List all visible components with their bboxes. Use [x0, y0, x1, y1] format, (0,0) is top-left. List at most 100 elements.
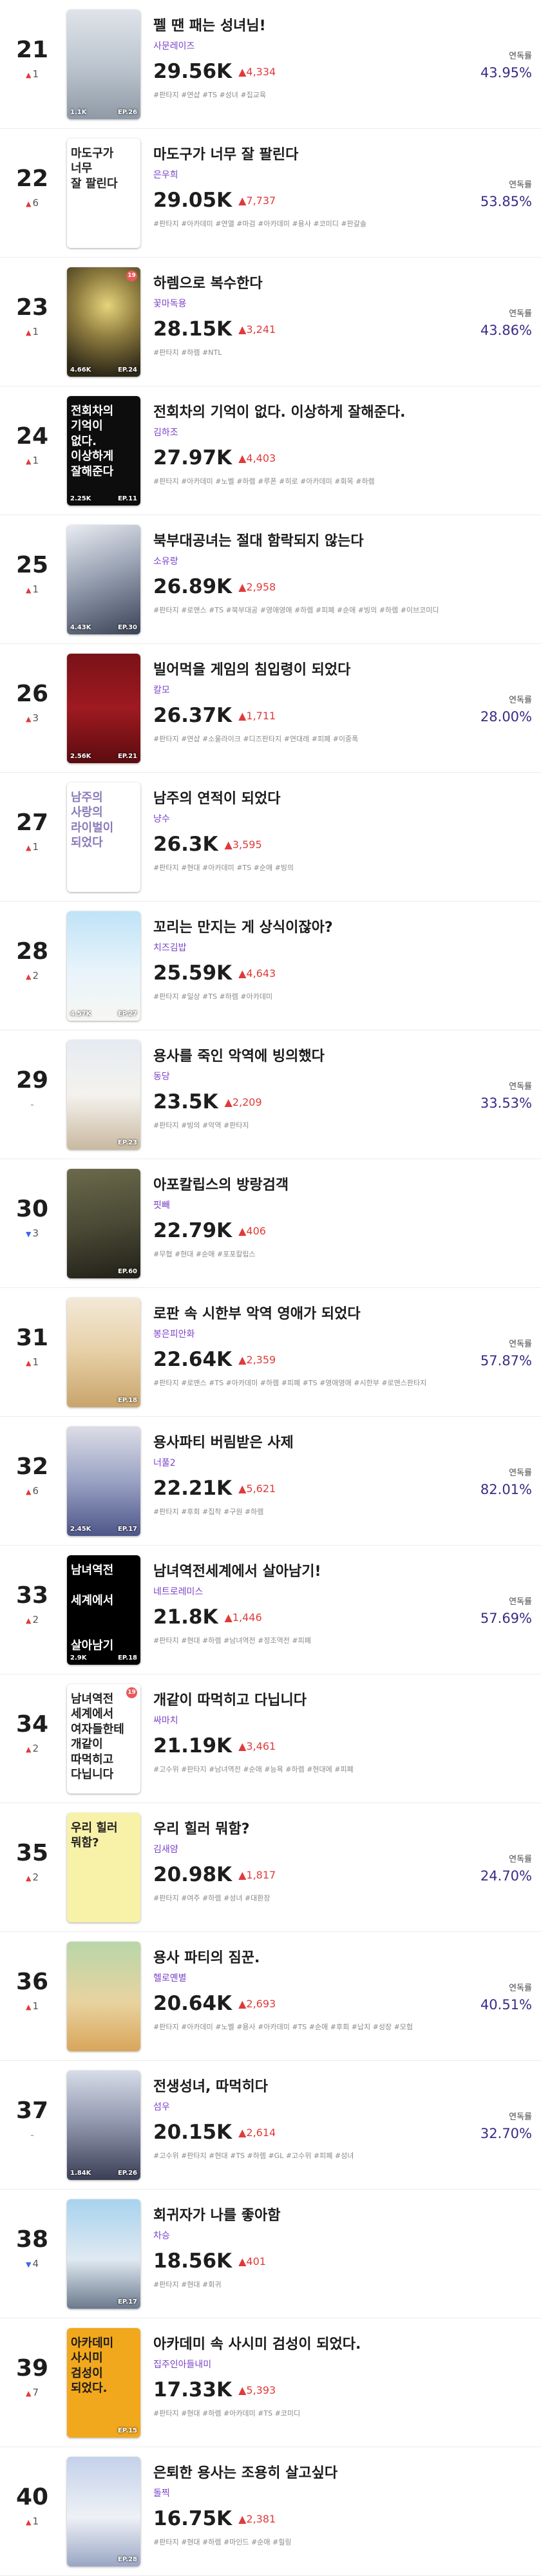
novel-title[interactable]: 로판 속 시한부 악역 영애가 되었다 [153, 1306, 361, 1322]
novel-title[interactable]: 펠 땐 패는 성녀님! [153, 18, 266, 34]
novel-title[interactable]: 은퇴한 용사는 조용히 살고싶다 [153, 2465, 338, 2481]
ranking-row[interactable]: 30 ▼ 3 EP.60 아포칼립스의 방랑검객 핏빼 22.79K ▲406 #무… [0, 1159, 541, 1288]
novel-title[interactable]: 전회차의 기억이 없다. 이상하게 잘해준다. [153, 404, 406, 421]
novel-info: 북부대공녀는 절대 함락되지 않는다 소유랑 26.89K ▲2,958 #판타지… [153, 529, 456, 615]
novel-title[interactable]: 아카데미 속 사시미 검성이 되었다. [153, 2336, 361, 2353]
novel-author[interactable]: 네트로레미스 [153, 1587, 204, 1597]
ranking-row[interactable]: 29 - EP.23 용사를 죽인 악역에 빙의했다 동당 23.5K ▲2,20… [0, 1030, 541, 1159]
ranking-row[interactable]: 37 - 1.84K EP.26 전생성녀, 따먹히다 섬우 20.15K ▲2,… [0, 2061, 541, 2190]
novel-title[interactable]: 용사 파티의 짐꾼. [153, 1950, 260, 1966]
cover-thumbnail[interactable]: EP.18 [67, 1298, 140, 1407]
ranking-row[interactable]: 32 ▲ 6 2.45K EP.17 용사파티 버림받은 사제 너풀2 22.21… [0, 1417, 541, 1546]
novel-title[interactable]: 아포칼립스의 방랑검객 [153, 1177, 289, 1193]
novel-author[interactable]: 꽃마독용 [153, 299, 187, 309]
cover-thumbnail[interactable]: EP.60 [67, 1169, 140, 1278]
cover-view-count: 4.66K [70, 366, 91, 374]
rank-change-value: 1 [32, 2000, 39, 2012]
novel-author[interactable]: 차승 [153, 2231, 170, 2241]
novel-author[interactable]: 소유랑 [153, 556, 178, 567]
novel-author[interactable]: 집주인아들내미 [153, 2360, 212, 2370]
ranking-row[interactable]: 35 ▲ 2 우리 힐러 뭐함? 우리 힐러 뭐함? 김새얌 20.98K ▲1,8… [0, 1803, 541, 1932]
novel-author[interactable]: 섬우 [153, 2102, 170, 2112]
rank-change-value: 2 [32, 1614, 39, 1625]
cover-thumbnail[interactable]: EP.17 [67, 2199, 140, 2309]
ranking-row[interactable]: 22 ▲ 6 마도구가 너무 잘 팔린다 마도구가 너무 잘 팔린다 은우희 29… [0, 129, 541, 258]
novel-author[interactable]: 칼모 [153, 685, 170, 696]
ranking-row[interactable]: 27 ▲ 1 남주의 사랑의 라이벌이 되었다 남주의 연적이 되었다 냥수 26… [0, 773, 541, 902]
novel-title[interactable]: 빌어먹을 게임의 침입령이 되었다 [153, 662, 351, 678]
cover-thumbnail[interactable]: 우리 힐러 뭐함? [67, 1813, 140, 1922]
rank-number: 33 [15, 1582, 49, 1609]
view-count: 21.8K [153, 1605, 218, 1629]
cover-thumbnail[interactable]: 남주의 사랑의 라이벌이 되었다 [67, 782, 140, 892]
ranking-row[interactable]: 33 ▲ 2 남녀역전 세계에서 살아남기 2.9K EP.18 남녀역전세계에서… [0, 1546, 541, 1674]
ranking-row[interactable]: 26 ▲ 3 2.56K EP.21 빌어먹을 게임의 침입령이 되었다 칼모 2… [0, 644, 541, 773]
novel-title[interactable]: 전생성녀, 따먹히다 [153, 2079, 268, 2095]
novel-title[interactable]: 용사파티 버림받은 사제 [153, 1435, 294, 1451]
cover-thumbnail[interactable]: 2.45K EP.17 [67, 1426, 140, 1536]
rank-number: 21 [15, 37, 49, 63]
novel-title[interactable]: 북부대공녀는 절대 함락되지 않는다 [153, 533, 364, 549]
rank-change: ▲ 2 [0, 970, 64, 981]
novel-title[interactable]: 회귀자가 나를 좋아함 [153, 2208, 281, 2224]
novel-author[interactable]: 돌찍 [153, 2488, 170, 2499]
novel-title[interactable]: 꼬리는 만지는 게 상식이잖아? [153, 920, 333, 936]
novel-author[interactable]: 헬로옌별 [153, 1973, 187, 1984]
novel-title[interactable]: 우리 힐러 뭐함? [153, 1821, 250, 1837]
novel-title[interactable]: 남주의 연적이 되었다 [153, 791, 281, 807]
rank-column: 32 ▲ 6 [0, 1417, 64, 1546]
ranking-row[interactable]: 28 ▲ 2 4.57K EP.27 꼬리는 만지는 게 상식이잖아? 치즈김밥 … [0, 902, 541, 1030]
rank-change-arrow-icon: ▲ [25, 586, 32, 594]
novel-author[interactable]: 너풀2 [153, 1458, 176, 1468]
rank-number: 32 [15, 1454, 49, 1480]
ranking-row[interactable]: 34 ▲ 2 남녀역전 세계에서 여자들한테 개같이 따먹히고 다닙니다 19 개… [0, 1674, 541, 1803]
cover-thumbnail[interactable]: 19 4.66K EP.24 [67, 267, 140, 377]
cover-thumbnail[interactable]: 아카데미 사시미 검성이 되었다. EP.15 [67, 2328, 140, 2438]
cover-thumbnail[interactable]: EP.28 [67, 2457, 140, 2566]
novel-title[interactable]: 개같이 따먹히고 다닙니다 [153, 1692, 307, 1709]
cover-thumbnail[interactable]: 1.1K EP.26 [67, 10, 140, 119]
novel-title[interactable]: 용사를 죽인 악역에 빙의했다 [153, 1048, 325, 1065]
rank-number: 25 [15, 552, 49, 578]
cover-thumbnail[interactable]: 1.84K EP.26 [67, 2070, 140, 2180]
cover-thumbnail[interactable]: 남녀역전 세계에서 여자들한테 개같이 따먹히고 다닙니다 19 [67, 1684, 140, 1794]
ranking-row[interactable]: 23 ▲ 1 19 4.66K EP.24 하렘으로 복수한다 꽃마독용 28.1… [0, 258, 541, 386]
cover-thumbnail[interactable]: 마도구가 너무 잘 팔린다 [67, 138, 140, 248]
ranking-row[interactable]: 21 ▲ 1 1.1K EP.26 펠 땐 패는 성녀님! 사문레이즈 29.56… [0, 0, 541, 129]
ranking-row[interactable]: 40 ▲ 1 EP.28 은퇴한 용사는 조용히 살고싶다 돌찍 16.75K ▲2… [0, 2447, 541, 2576]
novel-title[interactable]: 하렘으로 복수한다 [153, 276, 263, 292]
novel-author[interactable]: 동당 [153, 1072, 170, 1082]
cover-thumbnail[interactable] [67, 1942, 140, 2051]
cover-title-art: 남녀역전 세계에서 살아남기 [71, 1564, 114, 1653]
ranking-row[interactable]: 38 ▼ 4 EP.17 회귀자가 나를 좋아함 차승 18.56K ▲401 #판… [0, 2190, 541, 2318]
cover-thumbnail[interactable]: 전회차의 기억이 없다. 이상하게 잘해준다 2.25K EP.11 [67, 396, 140, 506]
cover-thumbnail[interactable]: 2.56K EP.21 [67, 654, 140, 763]
read-rate: 연독률 28.00% [455, 693, 532, 724]
view-delta: ▲5,621 [238, 1482, 276, 1495]
novel-author[interactable]: 김새얌 [153, 1844, 178, 1855]
novel-author[interactable]: 봉은피안화 [153, 1329, 195, 1340]
cover-thumbnail[interactable]: 남녀역전 세계에서 살아남기 2.9K EP.18 [67, 1555, 140, 1665]
novel-author[interactable]: 싸마치 [153, 1716, 178, 1726]
ranking-row[interactable]: 25 ▲ 1 4.43K EP.30 북부대공녀는 절대 함락되지 않는다 소유랑… [0, 515, 541, 644]
rank-change-value: 1 [32, 1356, 39, 1368]
cover-thumbnail[interactable]: 4.43K EP.30 [67, 525, 140, 634]
ranking-row[interactable]: 31 ▲ 1 EP.18 로판 속 시한부 악역 영애가 되었다 봉은피안화 22… [0, 1288, 541, 1417]
view-delta-value: 7,737 [246, 194, 276, 207]
read-rate-value: 32.70% [480, 2126, 532, 2141]
novel-author[interactable]: 냥수 [153, 814, 170, 824]
novel-author[interactable]: 은우희 [153, 170, 178, 180]
novel-author[interactable]: 김하조 [153, 428, 178, 438]
novel-title[interactable]: 마도구가 너무 잘 팔린다 [153, 147, 299, 163]
cover-thumbnail[interactable]: EP.23 [67, 1040, 140, 1150]
ranking-row[interactable]: 36 ▲ 1 용사 파티의 짐꾼. 헬로옌별 20.64K ▲2,693 #판타지 … [0, 1932, 541, 2061]
cover-thumbnail[interactable]: 4.57K EP.27 [67, 911, 140, 1021]
ranking-row[interactable]: 24 ▲ 1 전회차의 기억이 없다. 이상하게 잘해준다 2.25K EP.11… [0, 386, 541, 515]
novel-title[interactable]: 남녀역전세계에서 살아남기! [153, 1564, 321, 1580]
ranking-row[interactable]: 39 ▲ 7 아카데미 사시미 검성이 되었다. EP.15 아카데미 속 사시미… [0, 2318, 541, 2447]
view-count: 26.37K [153, 704, 233, 727]
novel-author[interactable]: 치즈김밥 [153, 943, 187, 953]
novel-author[interactable]: 사문레이즈 [153, 41, 195, 52]
novel-author[interactable]: 핏빼 [153, 1200, 170, 1211]
view-delta-value: 406 [246, 1224, 266, 1237]
